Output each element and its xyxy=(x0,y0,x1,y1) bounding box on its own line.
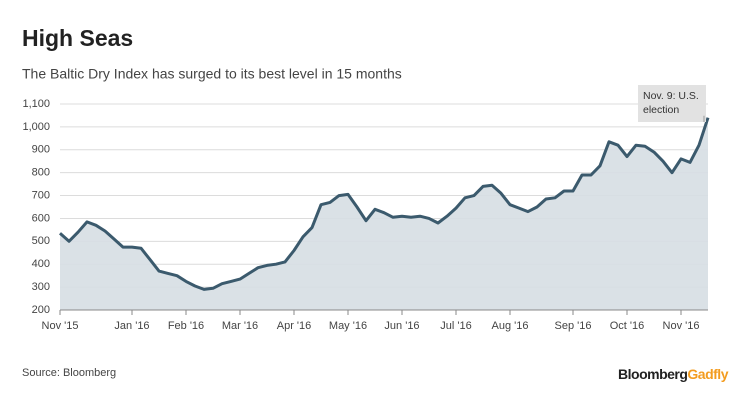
y-tick-label: 900 xyxy=(32,144,50,156)
y-tick-label: 300 xyxy=(32,281,50,293)
brand-first: Bloomberg xyxy=(618,366,687,382)
x-tick-label: Mar '16 xyxy=(222,320,258,332)
brand-second: Gadfly xyxy=(687,366,728,382)
y-tick-label: 400 xyxy=(32,258,50,270)
y-tick-label: 800 xyxy=(32,167,50,179)
y-tick-label: 1,000 xyxy=(22,121,50,133)
y-tick-label: 1,100 xyxy=(22,98,50,110)
x-tick-label: Aug '16 xyxy=(492,320,529,332)
annotation-box xyxy=(638,85,706,122)
y-tick-label: 500 xyxy=(32,235,50,247)
y-tick-label: 600 xyxy=(32,212,50,224)
x-tick-label: Oct '16 xyxy=(610,320,645,332)
x-tick-label: Nov '15 xyxy=(42,320,79,332)
x-tick-label: Jan '16 xyxy=(114,320,149,332)
x-tick-label: Nov '16 xyxy=(663,320,700,332)
x-tick-label: Jul '16 xyxy=(440,320,471,332)
source: Source: Bloomberg xyxy=(22,367,116,379)
line xyxy=(59,117,710,291)
x-tick-label: Sep '16 xyxy=(555,320,592,332)
x-tick-label: Feb '16 xyxy=(168,320,204,332)
y-tick-label: 200 xyxy=(32,304,50,316)
x-tick-label: Jun '16 xyxy=(384,320,419,332)
brand: BloombergGadfly xyxy=(618,366,729,382)
x-tick-label: Apr '16 xyxy=(277,320,312,332)
x-tick-label: May '16 xyxy=(329,320,367,332)
chart-subtitle: The Baltic Dry Index has surged to its b… xyxy=(22,66,402,82)
y-tick-label: 700 xyxy=(32,189,50,201)
annotation-text: election xyxy=(643,104,679,116)
annotation-text: Nov. 9: U.S. xyxy=(643,90,699,102)
chart-title: High Seas xyxy=(22,25,133,51)
